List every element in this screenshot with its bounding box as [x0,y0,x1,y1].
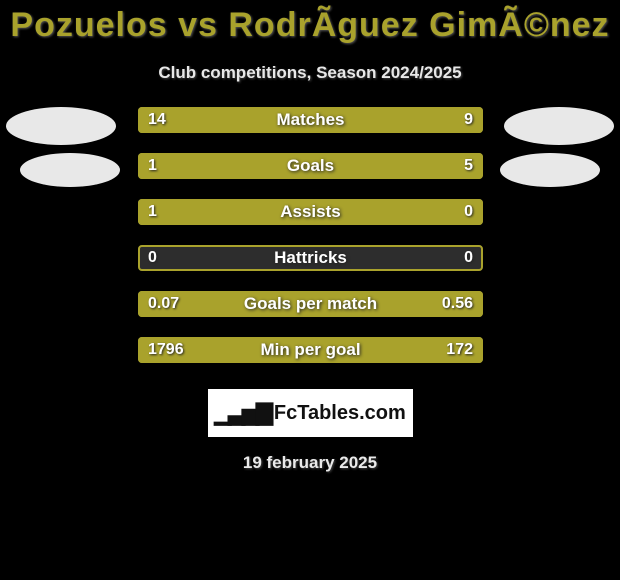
stat-label: Matches [138,107,483,133]
stats-container: 149Matches15Goals10Assists00Hattricks0.0… [0,107,620,383]
stat-row: 00Hattricks [0,245,620,291]
brand-badge: ▁▃▅▇ FcTables.com [208,389,413,437]
stat-label: Assists [138,199,483,225]
player-photo-left-2 [20,153,120,187]
player-photo-left [6,107,116,145]
player-photo-right [504,107,614,145]
brand-bars-icon: ▁▃▅▇ [214,400,270,426]
stat-row: 15Goals [0,153,620,199]
stat-label: Goals per match [138,291,483,317]
stat-row: 1796172Min per goal [0,337,620,383]
stat-label: Hattricks [138,245,483,271]
brand-text: FcTables.com [274,402,406,425]
stat-row: 10Assists [0,199,620,245]
page-title: Pozuelos vs RodrÃ­guez GimÃ©nez [0,0,620,45]
player-photo-right-2 [500,153,600,187]
stat-label: Goals [138,153,483,179]
stat-row: 149Matches [0,107,620,153]
date-text: 19 february 2025 [0,453,620,473]
stat-row: 0.070.56Goals per match [0,291,620,337]
subtitle: Club competitions, Season 2024/2025 [0,63,620,83]
stat-label: Min per goal [138,337,483,363]
